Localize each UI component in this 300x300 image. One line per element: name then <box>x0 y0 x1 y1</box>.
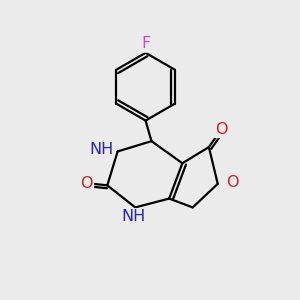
Text: O: O <box>215 122 227 137</box>
Text: O: O <box>80 176 93 191</box>
Text: NH: NH <box>89 142 113 158</box>
Text: O: O <box>226 175 239 190</box>
Text: F: F <box>141 37 150 52</box>
Text: NH: NH <box>122 209 146 224</box>
